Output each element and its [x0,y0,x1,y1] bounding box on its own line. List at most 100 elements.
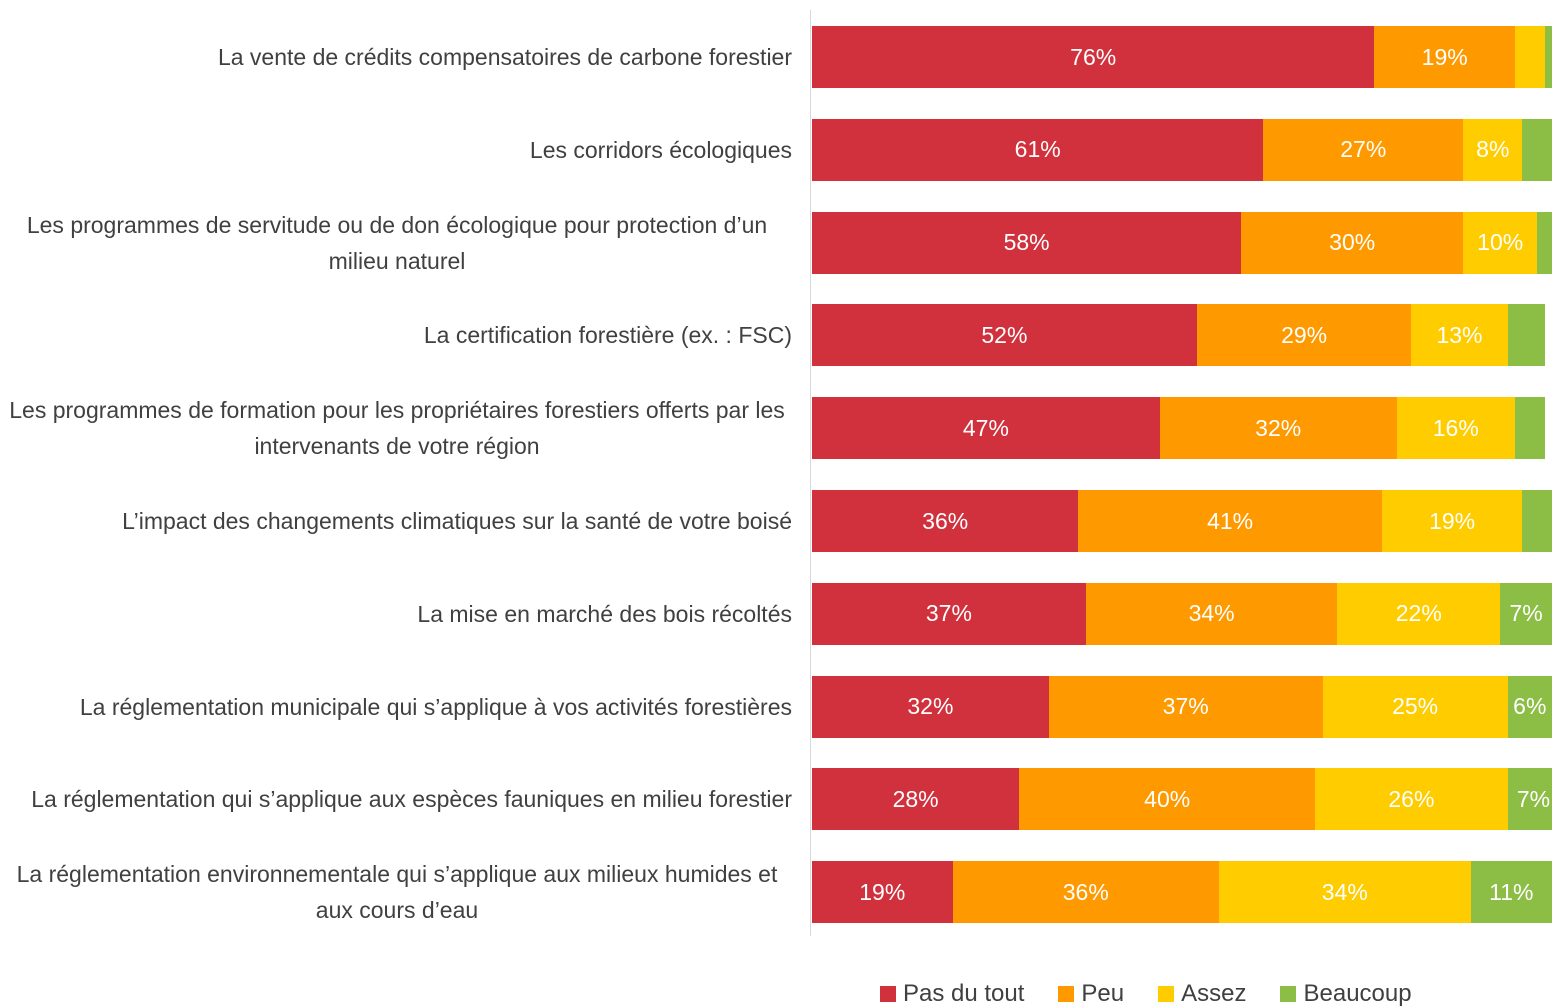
category-label: La réglementation municipale qui s’appli… [79,693,792,720]
bar-segment: 52% [812,304,1197,367]
category-label-box: Les corridors écologiques [0,109,792,191]
data-label: 22% [1395,600,1442,627]
bar-segment: 34% [1219,861,1471,924]
data-label: 40% [1144,785,1191,812]
category-label-box: La réglementation qui s’applique aux esp… [0,758,792,840]
legend-label: Peu [1081,980,1125,1007]
bar-segment: 19% [1374,26,1515,88]
bar-segment: 61% [812,118,1264,181]
category-label-box: La vente de crédits compensatoires de ca… [0,16,792,98]
category-label-box: La réglementation municipale qui s’appli… [0,666,792,748]
data-label: 41% [1207,507,1254,534]
bar-segment: 41% [1078,490,1382,552]
data-label: 8% [1476,136,1510,163]
data-label: 28% [892,785,939,812]
bar-segment: 32% [812,675,1049,738]
bar-segment [1522,118,1552,181]
data-label: 7% [1509,600,1543,627]
category-label: La vente de crédits compensatoires de ca… [217,44,792,70]
data-label: 19% [1421,43,1468,70]
data-label: 36% [922,507,969,534]
bar-segment: 19% [1381,490,1523,552]
data-label: 6% [1513,693,1547,720]
data-label: 37% [925,600,972,627]
bar-segment: 27% [1263,118,1464,181]
data-label: 34% [1321,878,1368,905]
category-label-box: Les programmes de servitude ou de don éc… [0,202,792,284]
data-label: 27% [1340,136,1387,163]
bar-segment [1537,211,1552,274]
category-label-box: L’impact des changements climatiques sur… [0,480,792,562]
data-label: 36% [1062,878,1109,905]
axis-line [810,10,811,936]
bar-segment: 47% [812,397,1160,460]
bar-segment [1522,490,1552,552]
data-label: 29% [1281,321,1328,348]
category-label: Les programmes de formation pour les pro… [9,397,785,460]
legend-label: Pas du tout [903,980,1025,1007]
legend-swatch [1280,986,1297,1002]
category-label: L’impact des changements climatiques sur… [122,508,792,534]
bar-segment: 16% [1396,397,1515,460]
data-label: 32% [907,693,954,720]
legend-item: Assez [1158,980,1246,1008]
data-label: 52% [981,321,1028,348]
data-label: 13% [1436,321,1483,348]
legend-swatch [1158,986,1175,1002]
legend-item: Pas du tout [880,980,1024,1008]
data-label: 19% [1429,507,1476,534]
data-label: 76% [1070,43,1117,70]
bar-segment: 37% [1048,675,1323,738]
data-label: 7% [1516,785,1551,812]
bar-segment: 36% [812,490,1079,552]
bar-segment: 19% [812,861,953,924]
category-label: La réglementation environnementale qui s… [16,861,778,924]
bar-segment: 25% [1322,675,1508,738]
bar-segment: 40% [1019,768,1316,831]
category-label: La réglementation qui s’applique aux esp… [31,786,792,813]
bar-segment: 32% [1159,397,1397,460]
bar-segment: 29% [1196,304,1412,367]
data-label: 30% [1329,229,1376,256]
category-label-box: Les programmes de formation pour les pro… [0,387,792,469]
legend-swatch [880,986,896,1002]
bar-segment: 8% [1463,118,1523,181]
bar-segment [1515,397,1545,460]
data-label: 10% [1477,229,1524,256]
data-label: 25% [1392,693,1439,720]
category-label-box: La mise en marché des bois récoltés [0,573,792,655]
bar-segment: 36% [952,861,1219,924]
bar-segment: 7% [1507,768,1552,831]
bar-segment: 26% [1315,768,1508,831]
bar-segment [1507,304,1545,367]
bar-segment: 28% [812,768,1020,831]
category-label-box: La certification forestière (ex. : FSC) [0,294,792,376]
category-label: Les corridors écologiques [529,136,792,163]
bar-segment: 10% [1463,211,1538,274]
data-label: 11% [1489,878,1534,905]
bar-segment: 22% [1337,582,1501,645]
legend: Pas du tout Peu Assez Beaucoup [880,980,1446,1008]
bar-segment: 30% [1241,211,1464,274]
category-label-box: La réglementation environnementale qui s… [0,851,792,933]
legend-swatch [1058,986,1075,1002]
legend-label: Beaucoup [1303,980,1412,1007]
data-label: 34% [1188,600,1235,627]
bar-segment [1515,26,1545,88]
bar-segment: 37% [812,582,1086,645]
data-label: 58% [1003,229,1050,256]
bar-segment: 6% [1507,675,1552,738]
bar-segment: 76% [812,26,1375,88]
data-label: 37% [1162,693,1209,720]
bar-segment: 58% [812,211,1242,274]
data-label: 16% [1432,414,1479,441]
data-label: 61% [1014,136,1061,163]
legend-item: Peu [1058,980,1124,1008]
category-label: La mise en marché des bois récoltés [417,600,792,627]
bar-segment: 13% [1411,304,1508,367]
bar-segment: 7% [1500,582,1552,645]
category-label: La certification forestière (ex. : FSC) [423,322,792,349]
legend-item: Beaucoup [1280,980,1412,1008]
data-label: 32% [1255,414,1302,441]
